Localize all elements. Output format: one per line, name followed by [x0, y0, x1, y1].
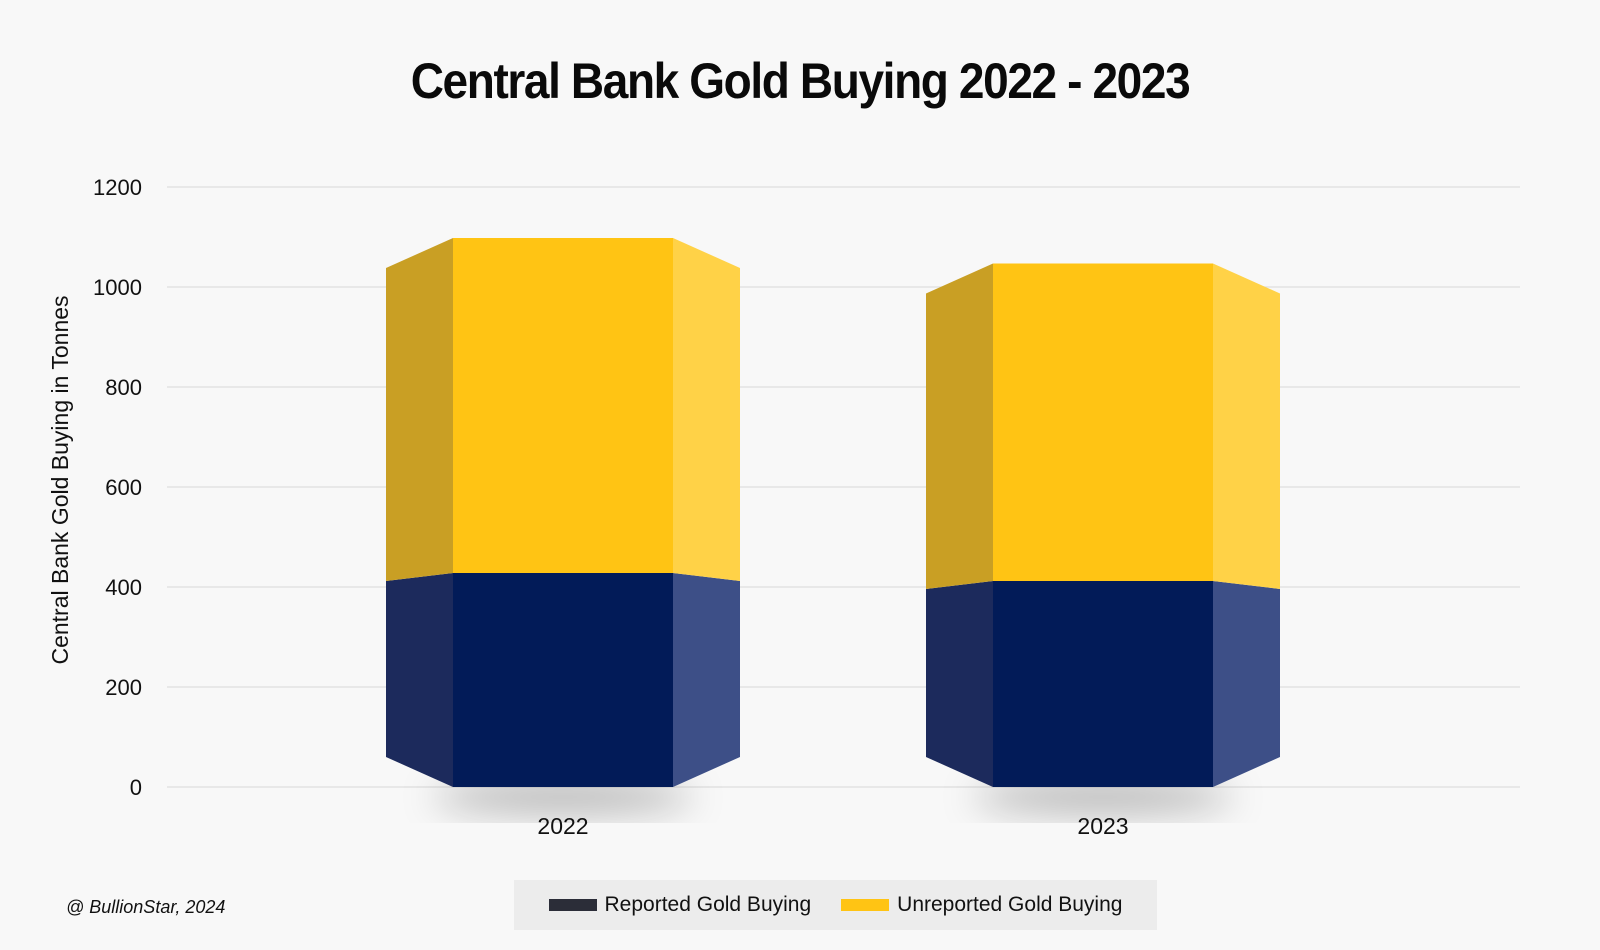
- legend-item-reported: Reported Gold Buying: [548, 893, 812, 917]
- y-tick-label-0: 0: [130, 775, 142, 800]
- bars: [386, 238, 1280, 813]
- bar-side-right-2022-1: [673, 238, 740, 581]
- gridlines: [167, 186, 1520, 788]
- bar-2023-unreported-gold-buying: [993, 263, 1213, 581]
- bar-2022-reported-gold-buying: [453, 573, 673, 787]
- bar-group-2023: [926, 263, 1280, 787]
- bar-group-2022: [386, 238, 740, 787]
- x-tick-label-2023: 2023: [1077, 813, 1128, 839]
- legend-swatch-reported: [548, 899, 597, 911]
- bar-side-left-2023-0: [926, 581, 993, 787]
- credit-text: @ BullionStar, 2024: [66, 897, 226, 917]
- legend-label-reported: Reported Gold Buying: [604, 893, 812, 916]
- bar-side-right-2023-0: [1213, 581, 1280, 787]
- bar-side-left-2022-0: [386, 573, 453, 787]
- legend: Reported Gold Buying Unreported Gold Buy…: [514, 880, 1157, 930]
- bar-side-left-2023-1: [926, 263, 993, 589]
- legend-swatch-unreported: [841, 899, 890, 911]
- bar-shadow-2023: [973, 781, 1233, 813]
- y-tick-label-200: 200: [105, 675, 142, 700]
- x-tick-label-2022: 2022: [537, 813, 588, 839]
- y-tick-label-1000: 1000: [93, 275, 142, 300]
- bar-side-left-2022-1: [386, 238, 453, 581]
- legend-label-unreported: Unreported Gold Buying: [897, 893, 1123, 916]
- bar-shadow-2022: [433, 781, 693, 813]
- y-axis-label: Central Bank Gold Buying in Tonnes: [47, 295, 73, 664]
- x-tick-labels: 2022 2023: [537, 813, 1128, 839]
- bar-side-right-2022-0: [673, 573, 740, 787]
- chart-title: Central Bank Gold Buying 2022 - 2023: [410, 53, 1191, 109]
- legend-item-unreported: Unreported Gold Buying: [841, 893, 1122, 917]
- y-tick-label-800: 800: [105, 375, 142, 400]
- y-tick-labels: 0 200 400 600 800 1000 1200: [93, 175, 142, 800]
- y-tick-label-600: 600: [105, 475, 142, 500]
- bar-side-right-2023-1: [1213, 263, 1280, 589]
- bar-2023-reported-gold-buying: [993, 581, 1213, 787]
- y-tick-label-400: 400: [105, 575, 142, 600]
- y-tick-label-1200: 1200: [93, 175, 142, 200]
- bar-2022-unreported-gold-buying: [453, 238, 673, 573]
